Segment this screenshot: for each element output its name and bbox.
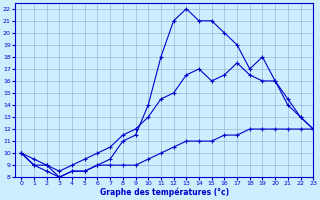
X-axis label: Graphe des températures (°c): Graphe des températures (°c) <box>100 188 229 197</box>
